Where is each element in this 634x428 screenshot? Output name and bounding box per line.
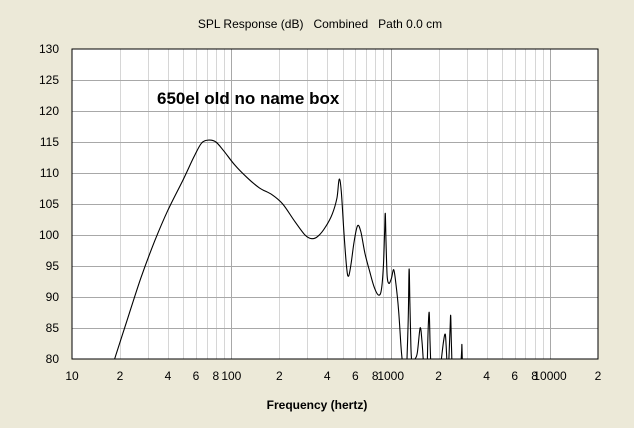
series-line-segment — [426, 311, 432, 360]
x-tick-label: 6 — [511, 369, 518, 383]
y-tick-label: 130 — [39, 42, 59, 56]
x-tick-label: 1000 — [377, 369, 404, 383]
x-tick-label: 4 — [165, 369, 172, 383]
y-tick-label: 90 — [46, 290, 60, 304]
y-tick-label: 125 — [39, 73, 59, 87]
y-tick-label: 85 — [46, 321, 60, 335]
x-tick-label: 8 — [213, 369, 220, 383]
series-line-segment — [448, 314, 453, 360]
x-axis-label: Frequency (hertz) — [267, 398, 368, 412]
x-tick-label: 4 — [483, 369, 490, 383]
y-tick-label: 115 — [40, 135, 59, 149]
y-tick-label: 95 — [46, 259, 60, 273]
series-line-segment — [440, 333, 448, 360]
y-tick-label: 80 — [46, 352, 60, 366]
response-curve — [114, 139, 463, 360]
chart-title: SPL Response (dB) Combined Path 0.0 cm — [198, 17, 442, 31]
x-tick-label: 4 — [324, 369, 331, 383]
plot-frame — [71, 48, 599, 360]
y-tick-label: 120 — [39, 104, 59, 118]
x-tick-label: 2 — [117, 369, 124, 383]
x-tick-label: 2 — [595, 369, 602, 383]
x-tick-label: 8 — [372, 369, 379, 383]
x-tick-label: 6 — [193, 369, 200, 383]
x-tick-label: 10 — [65, 369, 79, 383]
x-tick-label: 10000 — [533, 369, 567, 383]
series-line — [114, 139, 403, 360]
chart-annotation: 650el old no name box — [157, 89, 340, 108]
y-tick-label: 100 — [39, 228, 59, 242]
series-line-segment — [460, 343, 463, 360]
series-line-segment — [414, 327, 424, 360]
x-tick-label: 2 — [435, 369, 442, 383]
x-tick-label: 8 — [531, 369, 538, 383]
x-tick-label: 100 — [221, 369, 241, 383]
y-tick-label: 110 — [40, 166, 59, 180]
x-tick-label: 6 — [352, 369, 359, 383]
y-axis-ticks: 80 85 90 95 100 105 110 115 120 125 130 — [39, 42, 59, 366]
series-line-segment — [406, 268, 413, 360]
grid-lines — [72, 49, 598, 359]
y-tick-label: 105 — [39, 197, 59, 211]
x-tick-label: 2 — [276, 369, 283, 383]
